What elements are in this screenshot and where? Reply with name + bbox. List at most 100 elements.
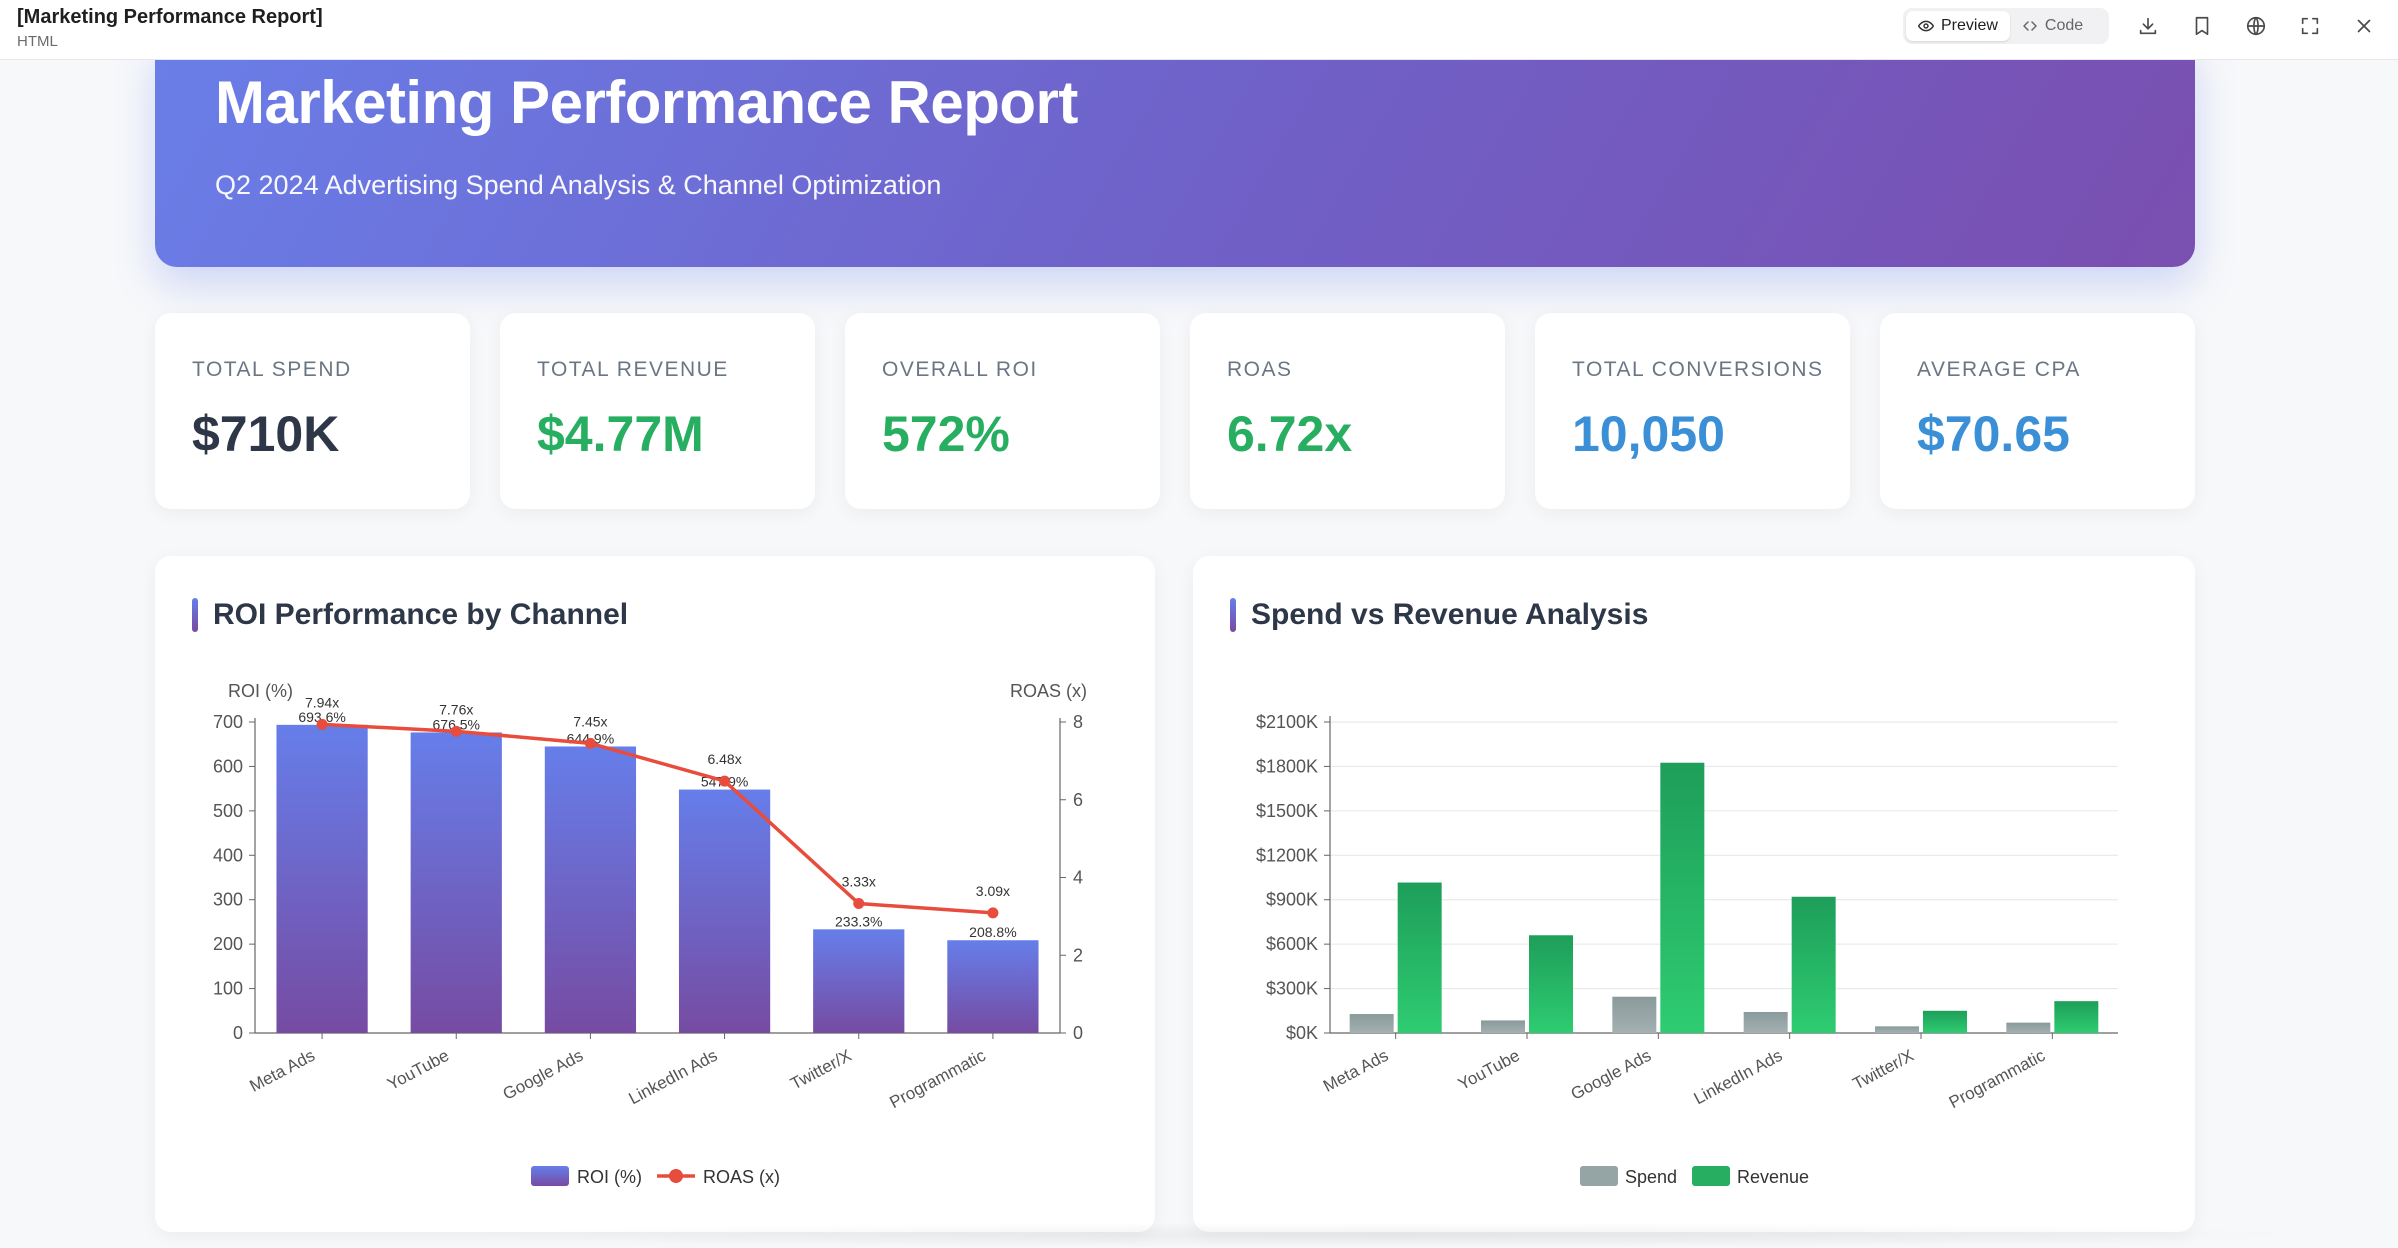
- kpi-label: TOTAL SPEND: [192, 358, 352, 381]
- roi-bar-youtube: [410, 732, 502, 1033]
- y-axis-title: ROI (%): [228, 681, 293, 701]
- y-tick-label: 400: [213, 845, 243, 865]
- legend-roi-label: ROI (%): [577, 1167, 642, 1187]
- y-tick-label: 200: [213, 934, 243, 954]
- report-title: Marketing Performance Report: [215, 69, 1078, 136]
- viewer-toolbar: [Marketing Performance Report] HTML Prev…: [0, 0, 2398, 60]
- roas-point-youtube: [450, 725, 462, 737]
- download-icon[interactable]: [2134, 12, 2162, 40]
- roi-bar-linkedin-ads: [678, 789, 771, 1033]
- x-tick-label: Meta Ads: [1320, 1046, 1391, 1096]
- legend-roas-label: ROAS (x): [703, 1167, 780, 1187]
- code-icon: [2023, 21, 2037, 31]
- kpi-card-average-cpa: AVERAGE CPA $70.65: [1880, 313, 2195, 509]
- y2-tick-label: 0: [1073, 1023, 1083, 1043]
- roi-bar-twitter-x: [813, 929, 905, 1033]
- y-tick-label: $900K: [1266, 890, 1318, 910]
- y-tick-label: $1800K: [1256, 756, 1318, 776]
- roi-bar-google-ads: [544, 746, 637, 1033]
- bookmark-icon[interactable]: [2188, 12, 2216, 40]
- kpi-value: $70.65: [1917, 406, 2070, 462]
- roi-chart-title: ROI Performance by Channel: [213, 598, 629, 631]
- spend-bar-youtube: [1481, 1020, 1525, 1033]
- fullscreen-icon[interactable]: [2296, 12, 2324, 40]
- kpi-card-total-revenue: TOTAL REVENUE $4.77M: [500, 313, 815, 509]
- y2-axis-title: ROAS (x): [1010, 681, 1087, 701]
- x-tick-label: YouTube: [384, 1046, 452, 1094]
- x-tick-label: Twitter/X: [787, 1046, 854, 1094]
- legend-roas-marker: [669, 1169, 683, 1183]
- legend-revenue-swatch: [1692, 1166, 1730, 1186]
- roas-data-label: 7.76x: [439, 701, 473, 717]
- y-tick-label: $2100K: [1256, 712, 1318, 732]
- spend-revenue-chart-title: Spend vs Revenue Analysis: [1251, 598, 1649, 631]
- document-type: HTML: [17, 33, 58, 50]
- legend-roi-swatch: [531, 1166, 569, 1186]
- y-tick-label: $1500K: [1256, 801, 1318, 821]
- y-tick-label: 0: [233, 1023, 243, 1043]
- x-tick-label: LinkedIn Ads: [1691, 1046, 1786, 1108]
- roas-point-linkedin-ads: [719, 775, 731, 787]
- kpi-card-total-spend: TOTAL SPEND $710K: [155, 313, 470, 509]
- legend-spend-label: Spend: [1625, 1167, 1677, 1187]
- kpi-card-overall-roi: OVERALL ROI 572%: [845, 313, 1160, 509]
- x-tick-label: Google Ads: [500, 1046, 587, 1104]
- preview-label: Preview: [1941, 17, 1998, 34]
- y-tick-label: $1200K: [1256, 845, 1318, 865]
- y-tick-label: 600: [213, 756, 243, 776]
- legend-spend-swatch: [1580, 1166, 1618, 1186]
- x-tick-label: Programmatic: [1946, 1046, 2049, 1113]
- spend-bar-linkedin-ads: [1743, 1011, 1788, 1033]
- x-tick-label: Programmatic: [886, 1046, 989, 1113]
- roi-bar-meta-ads: [276, 724, 368, 1033]
- kpi-value: $4.77M: [537, 406, 704, 462]
- close-icon[interactable]: [2350, 12, 2378, 40]
- roas-line: [321, 722, 994, 915]
- y2-tick-label: 6: [1073, 790, 1083, 810]
- kpi-card-total-conversions: TOTAL CONVERSIONS 10,050: [1535, 313, 1850, 509]
- eye-icon: [1918, 20, 1934, 32]
- code-tab[interactable]: Code: [2010, 11, 2095, 41]
- roas-point-google-ads: [584, 737, 596, 749]
- roi-data-label: 208.8%: [969, 924, 1016, 940]
- title-accent-bar: [1230, 598, 1236, 632]
- x-tick-label: Meta Ads: [246, 1046, 317, 1096]
- spend-revenue-chart: $0K $300K $600K $900K $1200K $1500K $1800K $210…: [1256, 712, 2118, 1187]
- x-tick-label: Twitter/X: [1850, 1046, 1917, 1094]
- legend-revenue-label: Revenue: [1737, 1167, 1809, 1187]
- spend-bar-twitter-x: [1875, 1026, 1919, 1033]
- y-tick-label: $300K: [1266, 979, 1318, 999]
- y-tick-label: 500: [213, 801, 243, 821]
- kpi-value: 6.72x: [1227, 406, 1353, 462]
- kpi-label: TOTAL REVENUE: [537, 358, 729, 381]
- roas-data-label: 7.94x: [305, 694, 339, 710]
- roi-data-label: 676.5%: [433, 716, 480, 732]
- code-label: Code: [2044, 17, 2084, 34]
- preview-tab[interactable]: Preview: [1906, 11, 2010, 41]
- kpi-label: TOTAL CONVERSIONS: [1572, 358, 1824, 381]
- kpi-value: 10,050: [1572, 406, 1725, 462]
- roas-point-twitter-x: [853, 898, 865, 910]
- roi-data-label: 693.6%: [298, 709, 345, 725]
- x-tick-label: LinkedIn Ads: [626, 1046, 721, 1108]
- roas-data-label: 3.33x: [842, 874, 876, 890]
- y-tick-label: 700: [213, 712, 243, 732]
- globe-icon[interactable]: [2242, 12, 2270, 40]
- y2-tick-label: 8: [1073, 712, 1083, 732]
- kpi-label: AVERAGE CPA: [1917, 358, 2081, 381]
- revenue-bar-google-ads: [1660, 762, 1705, 1033]
- kpi-label: ROAS: [1227, 358, 1293, 381]
- kpi-label: OVERALL ROI: [882, 358, 1038, 381]
- kpi-card-roas: ROAS 6.72x: [1190, 313, 1505, 509]
- document-title: [Marketing Performance Report]: [17, 6, 323, 28]
- revenue-bar-programmatic: [2054, 1001, 2099, 1033]
- revenue-bar-linkedin-ads: [1791, 896, 1836, 1033]
- roas-point-meta-ads: [316, 718, 328, 730]
- revenue-bar-youtube: [1529, 935, 1573, 1033]
- y2-tick-label: 4: [1073, 868, 1083, 888]
- revenue-bar-meta-ads: [1397, 882, 1442, 1033]
- revenue-bar-twitter-x: [1923, 1010, 1967, 1033]
- y-tick-label: $600K: [1266, 934, 1318, 954]
- roas-data-label: 7.45x: [573, 713, 607, 729]
- kpi-value: 572%: [882, 406, 1010, 462]
